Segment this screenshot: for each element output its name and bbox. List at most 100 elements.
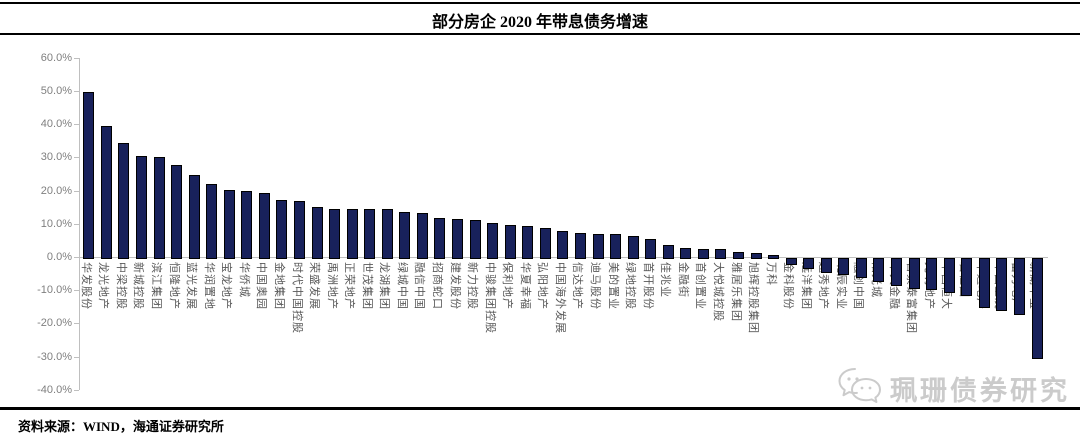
y-tick-mark bbox=[74, 323, 79, 325]
bar bbox=[838, 258, 850, 276]
category-label-text: 时代中国控股 bbox=[290, 262, 303, 334]
bar bbox=[574, 232, 586, 259]
bar bbox=[733, 252, 744, 259]
bar bbox=[785, 258, 797, 266]
bar bbox=[276, 199, 288, 259]
category-label-text: 新城控股 bbox=[132, 262, 145, 310]
y-tick-label: 10.0% bbox=[40, 217, 72, 230]
category-label-text: 首创置业 bbox=[694, 262, 707, 310]
bar bbox=[908, 258, 920, 289]
bar bbox=[768, 255, 780, 259]
bar bbox=[381, 209, 393, 259]
bottom-rule bbox=[0, 407, 1080, 410]
bar bbox=[504, 224, 516, 259]
category-label: 新湖中宝 bbox=[1028, 261, 1080, 310]
y-tick-mark bbox=[74, 190, 79, 192]
bar bbox=[592, 233, 604, 259]
category-label-text: 华发股份 bbox=[79, 262, 92, 310]
category-label-text: 宝龙地产 bbox=[220, 262, 233, 310]
bar bbox=[100, 125, 112, 259]
category-label-text: 禹洲地产 bbox=[325, 262, 338, 310]
category-label-text: 中骏集团控股 bbox=[483, 262, 496, 334]
y-tick-mark bbox=[74, 356, 79, 358]
bar bbox=[926, 258, 938, 290]
category-label-text: 华侨城 bbox=[237, 262, 250, 298]
category-label-text: 首开股份 bbox=[641, 262, 654, 310]
category-label-text: 金融街 bbox=[676, 262, 689, 298]
y-tick-mark bbox=[74, 223, 79, 225]
category-label-text: 招商蛇口 bbox=[430, 262, 443, 310]
y-tick-label: 60.0% bbox=[40, 51, 72, 64]
y-tick-mark bbox=[74, 157, 79, 159]
category-label-text: 万科 bbox=[764, 262, 777, 286]
y-tick-label: 0.0% bbox=[46, 251, 72, 263]
bar bbox=[697, 248, 709, 259]
y-tick-label: -20.0% bbox=[37, 317, 72, 330]
y-axis-line bbox=[79, 57, 80, 390]
title-underline-rule bbox=[0, 33, 1080, 35]
category-label-text: 绿城中国 bbox=[395, 262, 408, 310]
category-label-text: 正荣地产 bbox=[343, 262, 356, 310]
source-attribution: 资料来源：WIND，海通证券研究所 bbox=[18, 419, 224, 434]
category-label-text: 佳兆业 bbox=[659, 262, 672, 298]
category-label-text: 保利地产 bbox=[501, 262, 514, 310]
category-label-text: 龙湖集团 bbox=[378, 262, 391, 310]
bar bbox=[487, 222, 499, 259]
bar bbox=[1013, 258, 1025, 316]
bar bbox=[820, 258, 832, 273]
bar bbox=[662, 245, 674, 259]
category-label-text: 新力控股 bbox=[466, 262, 479, 310]
bar bbox=[258, 193, 270, 259]
bar bbox=[241, 190, 253, 259]
y-tick-label: 50.0% bbox=[40, 85, 72, 98]
bar bbox=[645, 238, 657, 259]
y-tick-mark bbox=[74, 91, 79, 93]
bar bbox=[399, 211, 411, 259]
bar bbox=[118, 142, 130, 259]
top-rule bbox=[0, 2, 1080, 4]
bar bbox=[961, 258, 973, 296]
bar bbox=[311, 206, 323, 259]
bar bbox=[188, 175, 200, 259]
category-label-text: 华润置地 bbox=[202, 262, 215, 310]
bar bbox=[943, 258, 955, 293]
bar bbox=[557, 230, 569, 259]
bar bbox=[627, 235, 639, 259]
bar bbox=[996, 258, 1008, 312]
bar bbox=[715, 249, 727, 259]
y-tick-label: -10.0% bbox=[37, 284, 72, 297]
bar bbox=[610, 233, 622, 259]
category-label-text: 滨江集团 bbox=[150, 262, 163, 310]
bar bbox=[469, 219, 481, 259]
category-label-text: 金科股份 bbox=[782, 262, 795, 310]
bar bbox=[206, 184, 218, 259]
wechat-chat-bubbles-icon bbox=[836, 366, 884, 411]
category-label-text: 建发股份 bbox=[448, 262, 461, 310]
category-label-text: 远洋集团 bbox=[799, 262, 812, 310]
bar bbox=[891, 258, 903, 287]
category-label-text: 世茂集团 bbox=[360, 262, 373, 310]
bar bbox=[1031, 258, 1043, 359]
bar bbox=[750, 253, 762, 259]
bar bbox=[135, 155, 147, 259]
bar bbox=[855, 258, 867, 278]
category-label-text: 华夏幸福 bbox=[518, 262, 531, 310]
y-tick-mark bbox=[74, 290, 79, 292]
bar bbox=[522, 226, 534, 259]
y-tick-label: -40.0% bbox=[37, 383, 72, 396]
category-label-text: 蓝光发展 bbox=[185, 262, 198, 310]
category-label-text: 迪马股份 bbox=[589, 262, 602, 310]
category-label-text: 中梁控股 bbox=[114, 262, 127, 310]
bar bbox=[416, 212, 428, 259]
bar bbox=[680, 247, 692, 259]
bar bbox=[346, 208, 358, 259]
y-tick-label: -30.0% bbox=[37, 350, 72, 363]
bar bbox=[978, 258, 990, 309]
watermark: 珮珊债券研究 bbox=[836, 366, 1070, 411]
y-tick-mark bbox=[74, 257, 79, 258]
chart-title: 部分房企 2020 年带息债务增速 bbox=[431, 14, 648, 31]
category-label-text: 美的置业 bbox=[606, 262, 619, 310]
bar bbox=[83, 91, 95, 259]
category-label-text: 雅居乐集团 bbox=[729, 262, 742, 322]
y-tick-mark bbox=[74, 124, 79, 126]
